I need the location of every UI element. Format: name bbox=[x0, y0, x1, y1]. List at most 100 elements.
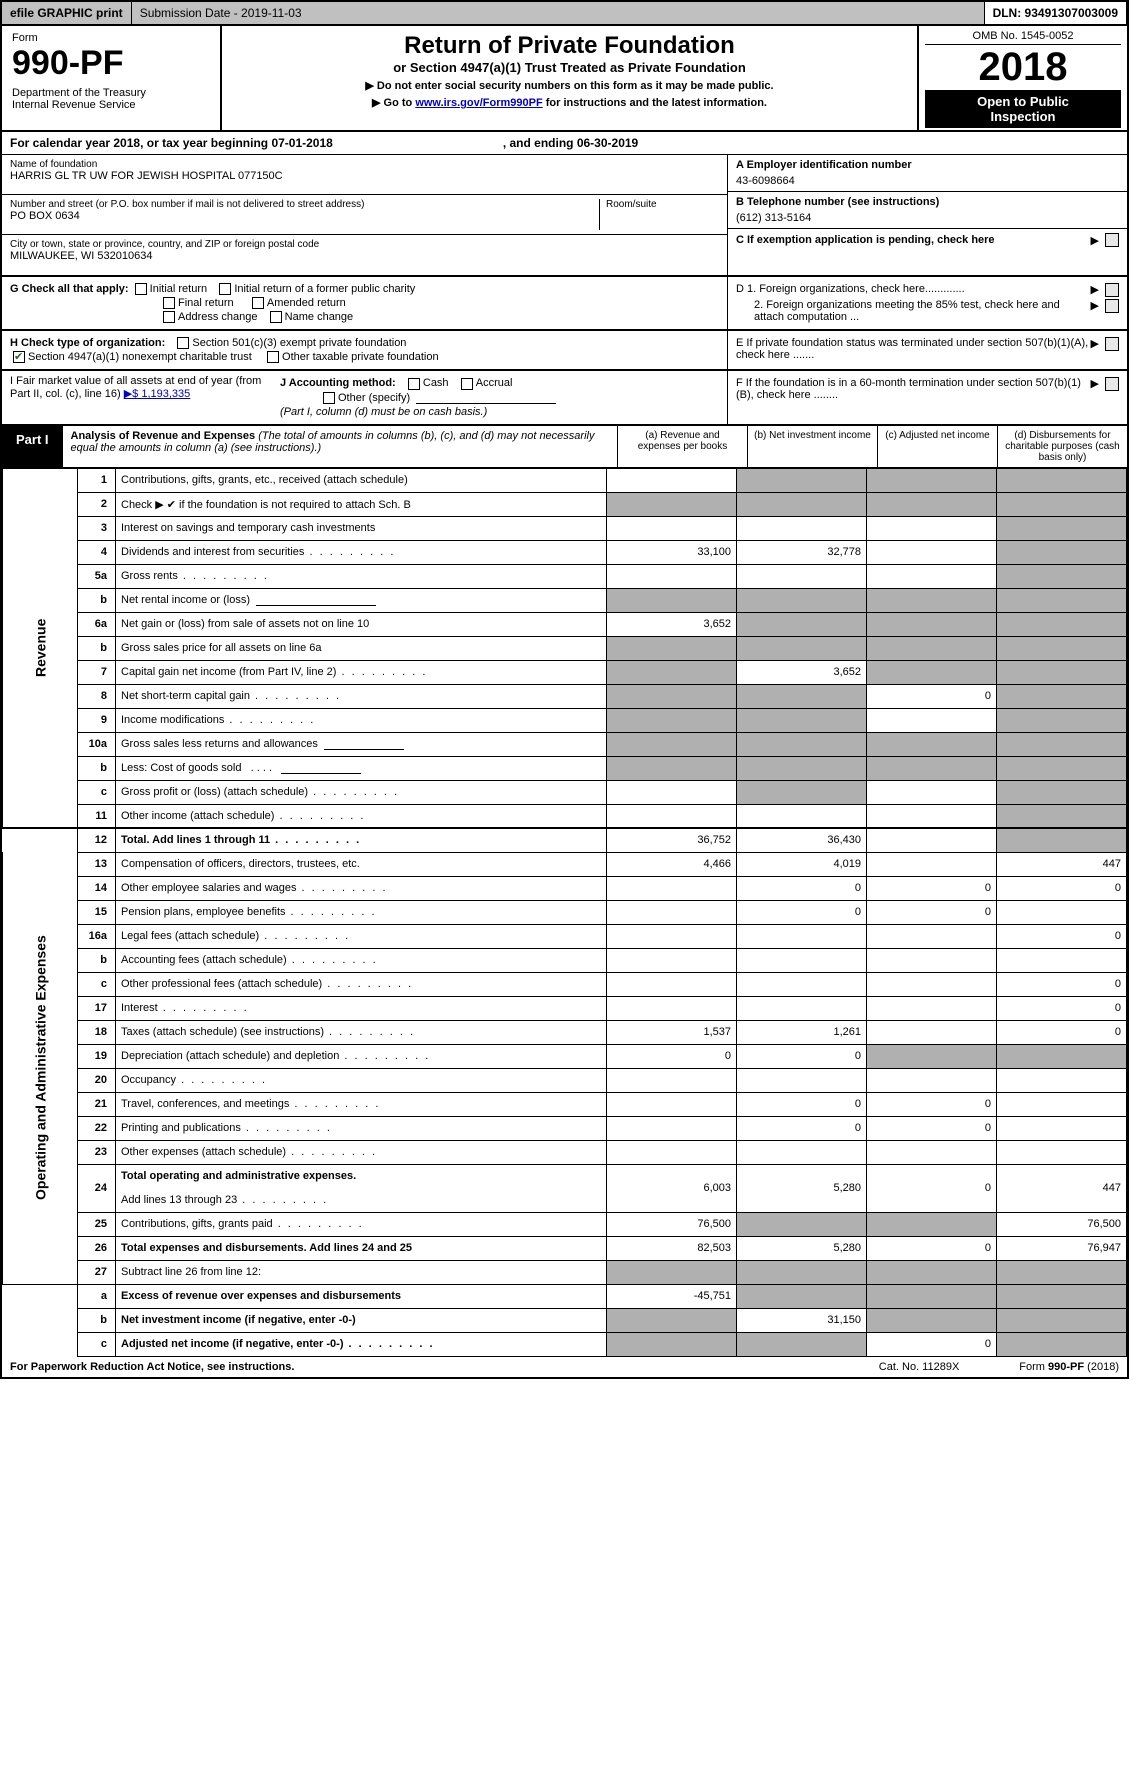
r22-b: 0 bbox=[737, 1116, 867, 1140]
r27-desc: Subtract line 26 from line 12: bbox=[116, 1260, 607, 1284]
irs: Internal Revenue Service bbox=[12, 99, 210, 111]
j-ck-accrual[interactable] bbox=[461, 378, 473, 390]
r10c-desc: Gross profit or (loss) (attach schedule) bbox=[116, 780, 607, 804]
cat-no: Cat. No. 11289X bbox=[879, 1361, 960, 1373]
r12-desc: Total. Add lines 1 through 11 bbox=[116, 828, 607, 852]
efile-label[interactable]: efile GRAPHIC print bbox=[2, 2, 132, 24]
table-row: 7Capital gain net income (from Part IV, … bbox=[3, 660, 1127, 684]
table-row: bNet investment income (if negative, ent… bbox=[3, 1308, 1127, 1332]
r13-desc: Compensation of officers, directors, tru… bbox=[116, 852, 607, 876]
ein-sec: A Employer identification number 43-6098… bbox=[728, 155, 1127, 192]
g-ck-initial[interactable] bbox=[135, 283, 147, 295]
table-row: 11Other income (attach schedule) bbox=[3, 804, 1127, 828]
form-footer: Form 990-PF (2018) bbox=[1019, 1361, 1119, 1373]
r5a-desc: Gross rents bbox=[116, 564, 607, 588]
g-ck-addr[interactable] bbox=[163, 311, 175, 323]
table-row: 12Total. Add lines 1 through 1136,75236,… bbox=[3, 828, 1127, 852]
r15-desc: Pension plans, employee benefits bbox=[116, 900, 607, 924]
table-row: 18Taxes (attach schedule) (see instructi… bbox=[3, 1020, 1127, 1044]
table-row: bAccounting fees (attach schedule) bbox=[3, 948, 1127, 972]
part1-title: Analysis of Revenue and Expenses bbox=[71, 430, 256, 442]
g-d-row: G Check all that apply: Initial return I… bbox=[2, 277, 1127, 331]
r22-c: 0 bbox=[867, 1116, 997, 1140]
g-o3: Final return bbox=[178, 297, 234, 309]
g-ck-final[interactable] bbox=[163, 297, 175, 309]
d1-label: D 1. Foreign organizations, check here..… bbox=[736, 283, 1091, 297]
table-row: 17Interest0 bbox=[3, 996, 1127, 1020]
r6b-desc: Gross sales price for all assets on line… bbox=[121, 642, 322, 654]
table-row: cOther professional fees (attach schedul… bbox=[3, 972, 1127, 996]
r15-b: 0 bbox=[737, 900, 867, 924]
r12-a: 36,752 bbox=[607, 828, 737, 852]
arrow-icon: ▶ bbox=[1091, 283, 1099, 297]
r16c-d: 0 bbox=[997, 972, 1127, 996]
g-ck-amended[interactable] bbox=[252, 297, 264, 309]
g-ck-initial-former[interactable] bbox=[219, 283, 231, 295]
h-ck-4947[interactable] bbox=[13, 351, 25, 363]
table-row: 10aGross sales less returns and allowanc… bbox=[3, 732, 1127, 756]
expenses-sidelabel: Operating and Administrative Expenses bbox=[3, 852, 78, 1284]
h-ck-other[interactable] bbox=[267, 351, 279, 363]
ein-label: A Employer identification number bbox=[736, 159, 1119, 171]
form-number: 990-PF bbox=[12, 44, 210, 83]
city-value: MILWAUKEE, WI 532010634 bbox=[10, 250, 719, 262]
r23-desc: Other expenses (attach schedule) bbox=[116, 1140, 607, 1164]
r16c-desc: Other professional fees (attach schedule… bbox=[116, 972, 607, 996]
h-e-row: H Check type of organization: Section 50… bbox=[2, 331, 1127, 371]
table-row: bLess: Cost of goods sold . . . . bbox=[3, 756, 1127, 780]
cal-begin: For calendar year 2018, or tax year begi… bbox=[10, 136, 333, 150]
table-row: aExcess of revenue over expenses and dis… bbox=[3, 1284, 1127, 1308]
footer: For Paperwork Reduction Act Notice, see … bbox=[2, 1357, 1127, 1377]
r26-desc: Total expenses and disbursements. Add li… bbox=[116, 1236, 607, 1260]
j-label: J Accounting method: bbox=[280, 377, 396, 389]
r27c-desc: Adjusted net income (if negative, enter … bbox=[116, 1332, 607, 1356]
table-row: 19Depreciation (attach schedule) and dep… bbox=[3, 1044, 1127, 1068]
g-o6: Name change bbox=[285, 311, 354, 323]
submission-date: Submission Date - 2019-11-03 bbox=[132, 2, 985, 24]
e-checkbox[interactable] bbox=[1105, 337, 1119, 351]
r2-desc: Check ▶ ✔ if the foundation is not requi… bbox=[116, 492, 607, 516]
j-ck-other[interactable] bbox=[323, 392, 335, 404]
d1-checkbox[interactable] bbox=[1105, 283, 1119, 297]
f-label: F If the foundation is in a 60-month ter… bbox=[736, 377, 1091, 401]
phone-value: (612) 313-5164 bbox=[736, 212, 1119, 224]
d2-checkbox[interactable] bbox=[1105, 299, 1119, 313]
r24-desc: Total operating and administrative expen… bbox=[116, 1164, 607, 1188]
r6a-a: 3,652 bbox=[607, 612, 737, 636]
addr-row: Number and street (or P.O. box number if… bbox=[2, 195, 727, 235]
f-checkbox[interactable] bbox=[1105, 377, 1119, 391]
calendar-year-row: For calendar year 2018, or tax year begi… bbox=[2, 132, 1127, 155]
title: Return of Private Foundation bbox=[232, 32, 907, 60]
j-ck-cash[interactable] bbox=[408, 378, 420, 390]
r16b-desc: Accounting fees (attach schedule) bbox=[116, 948, 607, 972]
table-row: 24Total operating and administrative exp… bbox=[3, 1164, 1127, 1188]
goto-pre: ▶ Go to bbox=[372, 97, 415, 109]
col-a-header: (a) Revenue and expenses per books bbox=[617, 426, 747, 467]
r5b-desc: Net rental income or (loss) bbox=[121, 594, 250, 606]
table-row: 26Total expenses and disbursements. Add … bbox=[3, 1236, 1127, 1260]
r17-d: 0 bbox=[997, 996, 1127, 1020]
part1-header: Part I Analysis of Revenue and Expenses … bbox=[2, 426, 1127, 468]
r14-desc: Other employee salaries and wages bbox=[116, 876, 607, 900]
j-other: Other (specify) bbox=[338, 392, 410, 404]
g-ck-name[interactable] bbox=[270, 311, 282, 323]
r27a-a: -45,751 bbox=[607, 1284, 737, 1308]
table-row: 3Interest on savings and temporary cash … bbox=[3, 516, 1127, 540]
table-row: 27Subtract line 26 from line 12: bbox=[3, 1260, 1127, 1284]
r27b-desc: Net investment income (if negative, ente… bbox=[116, 1308, 607, 1332]
c-checkbox[interactable] bbox=[1105, 233, 1119, 247]
col-d-header: (d) Disbursements for charitable purpose… bbox=[997, 426, 1127, 467]
r27a-desc: Excess of revenue over expenses and disb… bbox=[116, 1284, 607, 1308]
r9-desc: Income modifications bbox=[116, 708, 607, 732]
table-row: 14Other employee salaries and wages000 bbox=[3, 876, 1127, 900]
h-label: H Check type of organization: bbox=[10, 337, 165, 349]
city-label: City or town, state or province, country… bbox=[10, 239, 719, 250]
h-ck-501c3[interactable] bbox=[177, 337, 189, 349]
table-row: 25Contributions, gifts, grants paid76,50… bbox=[3, 1212, 1127, 1236]
form-link[interactable]: www.irs.gov/Form990PF bbox=[415, 97, 542, 109]
r26-b: 5,280 bbox=[737, 1236, 867, 1260]
r18-a: 1,537 bbox=[607, 1020, 737, 1044]
table-row: bGross sales price for all assets on lin… bbox=[3, 636, 1127, 660]
subtitle: or Section 4947(a)(1) Trust Treated as P… bbox=[232, 60, 907, 75]
c-sec: C If exemption application is pending, c… bbox=[728, 229, 1127, 251]
